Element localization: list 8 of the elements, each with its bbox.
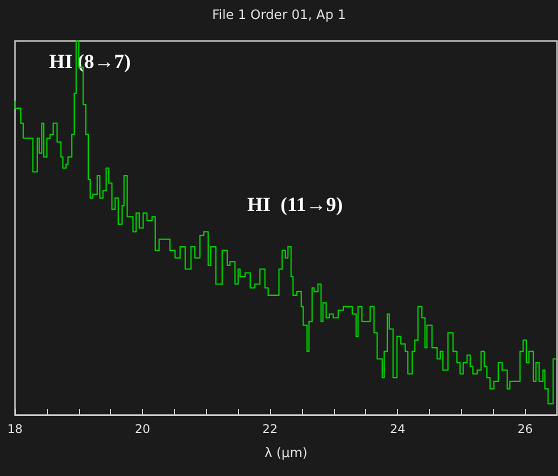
x-tick-label: 24: [390, 422, 406, 436]
x-tick-label: 20: [134, 422, 150, 436]
x-tick-label: 22: [262, 422, 278, 436]
annotation: HI (11→9): [247, 194, 343, 216]
x-tick-label: 18: [7, 422, 23, 436]
x-axis-title: λ (μm): [264, 446, 308, 461]
chart-title: File 1 Order 01, Ap 1: [212, 8, 346, 23]
x-tick-label: 26: [517, 422, 533, 436]
